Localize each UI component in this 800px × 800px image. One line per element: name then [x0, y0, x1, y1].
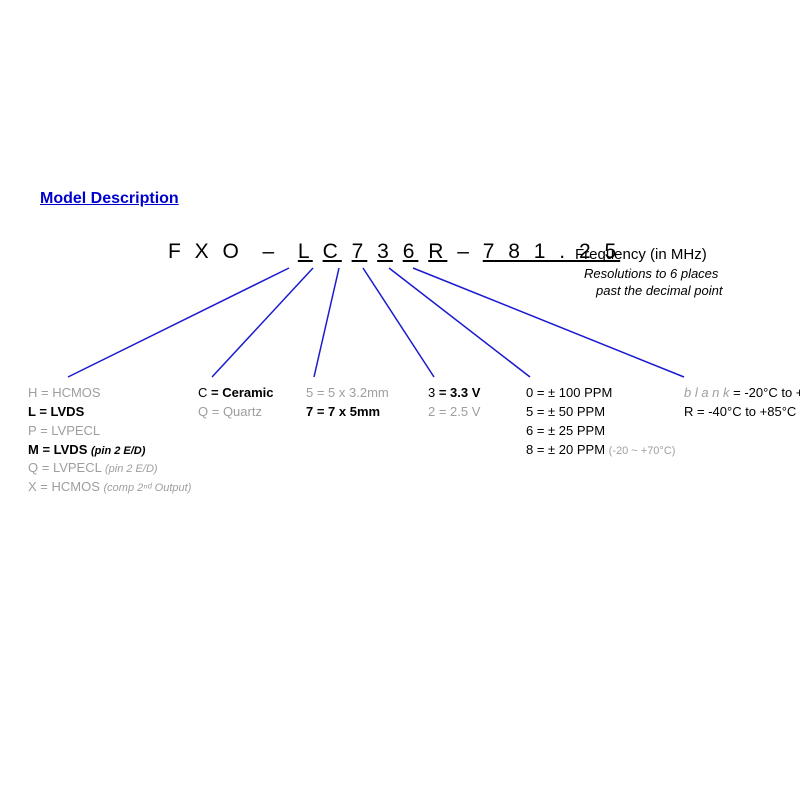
legend-row: b l a n k = -20°C to +70°C — [684, 384, 800, 403]
legend-row: X = HCMOS (comp 2ⁿᵈ Output) — [28, 478, 198, 497]
legend-columns: H = HCMOSL = LVDSP = LVPECLM = LVDS (pin… — [28, 384, 800, 497]
legend-row: 5 = ± 50 PPM — [526, 403, 684, 422]
legend-row: H = HCMOS — [28, 384, 198, 403]
legend-row: 0 = ± 100 PPM — [526, 384, 684, 403]
legend-row: C = Ceramic — [198, 384, 306, 403]
legend-row: 5 = 5 x 3.2mm — [306, 384, 428, 403]
legend-column: 5 = 5 x 3.2mm7 = 7 x 5mm — [306, 384, 428, 497]
legend-row: Q = Quartz — [198, 403, 306, 422]
legend-row: Q = LVPECL (pin 2 E/D) — [28, 459, 198, 478]
legend-row: R = -40°C to +85°C — [684, 403, 800, 422]
legend-row: 7 = 7 x 5mm — [306, 403, 428, 422]
legend-row: 3 = 3.3 V — [428, 384, 526, 403]
legend-row: L = LVDS — [28, 403, 198, 422]
legend-column: 0 = ± 100 PPM5 = ± 50 PPM6 = ± 25 PPM8 =… — [526, 384, 684, 497]
legend-row: 2 = 2.5 V — [428, 403, 526, 422]
legend-row: 8 = ± 20 PPM (-20 ~ +70°C) — [526, 441, 684, 460]
legend-row: 6 = ± 25 PPM — [526, 422, 684, 441]
legend-column: b l a n k = -20°C to +70°CR = -40°C to +… — [684, 384, 800, 497]
legend-column: 3 = 3.3 V2 = 2.5 V — [428, 384, 526, 497]
legend-row: M = LVDS (pin 2 E/D) — [28, 441, 198, 460]
legend-row: P = LVPECL — [28, 422, 198, 441]
legend-column: H = HCMOSL = LVDSP = LVPECLM = LVDS (pin… — [28, 384, 198, 497]
legend-column: C = CeramicQ = Quartz — [198, 384, 306, 497]
